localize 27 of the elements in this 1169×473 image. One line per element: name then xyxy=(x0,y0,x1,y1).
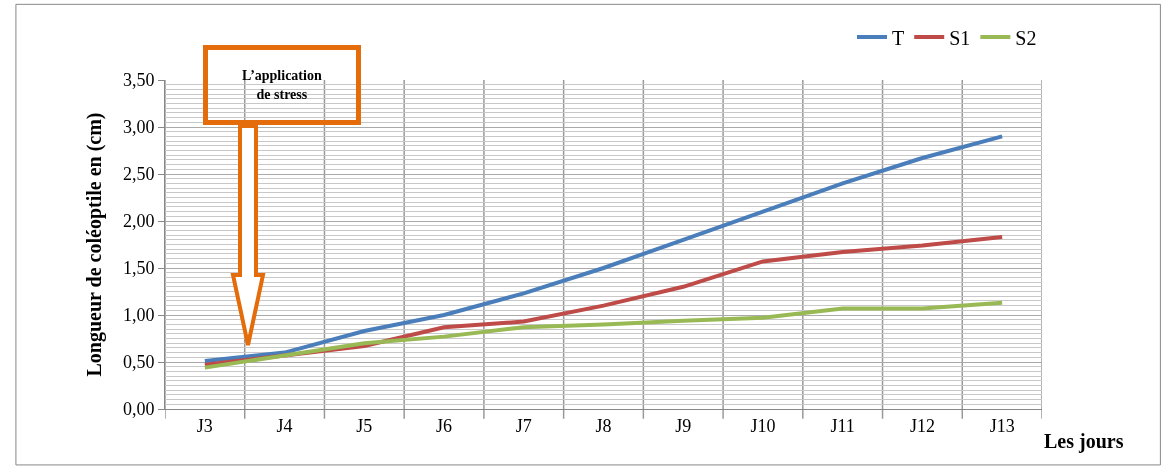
y-tick-label: 3,50 xyxy=(122,70,155,91)
y-tick-label: 0,00 xyxy=(122,399,155,420)
y-tick-label: 1,50 xyxy=(122,258,155,279)
y-tick-label: 1,00 xyxy=(122,305,155,326)
x-tick-label: J4 xyxy=(276,415,293,436)
x-tick-label: J10 xyxy=(750,415,776,436)
x-tick-label: J13 xyxy=(989,415,1015,436)
legend-label: S1 xyxy=(949,26,971,49)
line-series xyxy=(202,300,1005,370)
y-axis-title: Longueur de coléoptile en (cm) xyxy=(83,112,107,377)
y-tick-label: 0,50 xyxy=(122,352,155,373)
x-tick-label: J8 xyxy=(595,415,612,436)
y-tick-label: 2,50 xyxy=(122,164,155,185)
x-axis-title: Les jours xyxy=(1044,430,1124,453)
legend-label: S2 xyxy=(1015,26,1037,49)
legend-label: T xyxy=(892,26,905,49)
x-tick-label: J12 xyxy=(909,415,935,436)
x-tick-label: J3 xyxy=(196,415,213,436)
x-tick-label: J7 xyxy=(515,415,532,436)
x-tick-label: J9 xyxy=(675,415,692,436)
x-tick-label: J11 xyxy=(830,415,855,436)
y-tick-label: 2,00 xyxy=(122,211,155,232)
x-tick-label: J5 xyxy=(356,415,373,436)
x-tick-label: J6 xyxy=(436,415,453,436)
line-series xyxy=(202,134,1005,364)
y-tick-label: 3,00 xyxy=(122,117,155,138)
annotation: L’application de stress xyxy=(242,68,322,102)
